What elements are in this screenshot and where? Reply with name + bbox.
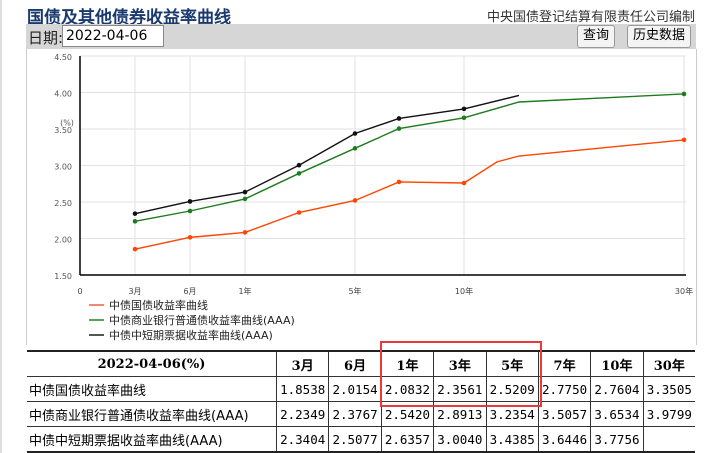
chart-container: 1.50 2.00 2.50 3.00 3.50 4.00 4.50 0 3月 6月 1年 5年 10年… bbox=[26, 49, 697, 345]
yield-cell: 2.3767 bbox=[328, 401, 382, 427]
data-point bbox=[242, 230, 248, 235]
yield-cell: 2.0832 bbox=[380, 376, 435, 402]
x-tick-label: 30年 bbox=[675, 286, 693, 296]
yield-cell: 2.5077 bbox=[328, 426, 382, 452]
data-point bbox=[296, 171, 302, 176]
yield-cell: 2.6357 bbox=[380, 426, 435, 452]
yield-cell: 1.8538 bbox=[275, 376, 330, 402]
yield-cell: 3.7756 bbox=[590, 426, 644, 452]
y-tick-label: 3.50 bbox=[54, 126, 72, 135]
column-header: 6月 bbox=[328, 350, 382, 377]
data-point bbox=[396, 116, 402, 121]
yield-cell: 2.8913 bbox=[433, 401, 487, 427]
data-point bbox=[461, 106, 467, 112]
data-point bbox=[681, 137, 687, 143]
yield-cell: 2.0154 bbox=[328, 376, 382, 402]
toolbar: 日期: 查询 历史数据 bbox=[26, 24, 696, 49]
x-tick-label: 6月 bbox=[183, 287, 196, 296]
legend-label: 中债国债收益率曲线 bbox=[109, 298, 208, 312]
y-tick-label: 4.50 bbox=[54, 53, 72, 62]
column-header: 3月 bbox=[275, 350, 330, 377]
column-header: 3年 bbox=[433, 350, 487, 377]
x-tick-label: 5年 bbox=[348, 286, 361, 296]
date-label: 日期: bbox=[28, 29, 64, 47]
yield-cell: 3.6534 bbox=[590, 401, 644, 427]
yield-cell bbox=[642, 426, 695, 452]
yield-cell: 3.3505 bbox=[642, 376, 695, 402]
data-point bbox=[461, 180, 467, 186]
yield-cell: 3.0040 bbox=[433, 426, 487, 452]
data-point bbox=[132, 219, 138, 224]
x-tick-label: 1年 bbox=[238, 286, 251, 296]
column-header: 5年 bbox=[485, 350, 539, 377]
y-tick-label: 2.50 bbox=[54, 199, 72, 208]
table-row: 中债国债收益率曲线 1.8538 2.0154 2.0832 2.3561 2.5209 2… bbox=[27, 376, 695, 402]
legend-label: 中债中短期票据收益率曲线(AAA) bbox=[109, 328, 273, 342]
yield-curve-chart: 1.50 2.00 2.50 3.00 3.50 4.00 4.50 0 3月 6月 1年 5年 10年… bbox=[54, 53, 693, 342]
yield-cell: 2.7604 bbox=[590, 376, 644, 402]
x-tick-label: 0 bbox=[77, 287, 82, 296]
yield-cell: 2.3404 bbox=[275, 426, 330, 452]
history-data-button[interactable]: 历史数据 bbox=[627, 25, 692, 48]
yield-cell: 3.5057 bbox=[537, 401, 592, 427]
x-tick-label: 3月 bbox=[128, 287, 141, 296]
date-input[interactable] bbox=[62, 25, 164, 47]
column-header: 30年 bbox=[642, 350, 695, 377]
data-point bbox=[187, 208, 193, 214]
data-point bbox=[396, 179, 402, 185]
query-button[interactable]: 查询 bbox=[577, 25, 616, 48]
yield-cell: 2.2349 bbox=[275, 401, 330, 427]
table-header-row: 2022-04-06(%) 3月 6月 1年 3年 5年 7年 10年 30年 bbox=[27, 350, 695, 377]
series-line bbox=[134, 139, 685, 250]
data-point bbox=[352, 131, 358, 136]
table-row: 中债商业银行普通债收益率曲线(AAA) 2.2349 2.3767 2.5420 2.8… bbox=[27, 401, 695, 427]
column-header: 7年 bbox=[537, 350, 592, 377]
yield-table: 2022-04-06(%) 3月 6月 1年 3年 5年 7年 10年 30年 中债国债收益率曲… bbox=[27, 350, 695, 453]
y-tick-label: 4.00 bbox=[54, 90, 72, 99]
data-point bbox=[187, 199, 193, 204]
date-header: 2022-04-06(%) bbox=[27, 350, 277, 377]
data-point bbox=[132, 211, 138, 216]
curve-name-cell: 中债商业银行普通债收益率曲线(AAA) bbox=[27, 401, 277, 427]
series-line bbox=[134, 94, 520, 215]
x-tick-label: 10年 bbox=[455, 286, 473, 296]
column-header: 10年 bbox=[590, 350, 644, 377]
y-tick-label: 2.00 bbox=[54, 236, 72, 245]
y-axis-label: (%) bbox=[60, 118, 74, 127]
page-title: 国债及其他债券收益率曲线 bbox=[27, 8, 231, 28]
curve-name-cell: 中债中短期票据收益率曲线(AAA) bbox=[27, 426, 277, 452]
data-point bbox=[242, 189, 248, 195]
table-row: 中债中短期票据收益率曲线(AAA) 2.3404 2.5077 2.6357 3.004… bbox=[27, 426, 695, 452]
yield-cell: 3.9799 bbox=[642, 401, 695, 427]
yield-cell: 2.7750 bbox=[537, 376, 592, 402]
data-point bbox=[132, 246, 138, 252]
y-tick-label: 1.50 bbox=[54, 272, 72, 281]
legend-label: 中债商业银行普通债收益率曲线(AAA) bbox=[109, 313, 295, 327]
y-tick-label: 3.00 bbox=[54, 163, 72, 172]
yield-cell: 3.4385 bbox=[485, 426, 539, 452]
data-point bbox=[681, 91, 687, 97]
highlight-box bbox=[380, 341, 542, 407]
data-point bbox=[242, 196, 248, 202]
data-point bbox=[352, 146, 358, 151]
data-point bbox=[187, 235, 193, 240]
data-point bbox=[296, 162, 302, 168]
data-point bbox=[461, 115, 467, 121]
data-point bbox=[396, 126, 402, 131]
curve-name-cell: 中债国债收益率曲线 bbox=[27, 376, 277, 402]
data-point bbox=[352, 198, 358, 203]
yield-cell: 2.5209 bbox=[485, 376, 539, 402]
data-point bbox=[296, 210, 302, 215]
organization-label: 中央国债登记结算有限责任公司编制 bbox=[486, 10, 695, 25]
yield-cell: 3.6446 bbox=[537, 426, 592, 452]
